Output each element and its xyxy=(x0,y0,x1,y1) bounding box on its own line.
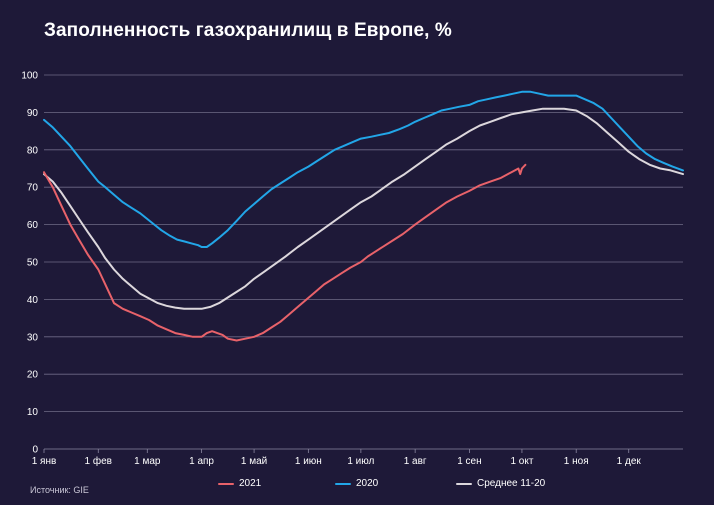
x-tick-label: 1 окт xyxy=(510,456,533,467)
x-tick-label: 1 фев xyxy=(85,455,112,467)
legend-swatch-2021 xyxy=(218,482,234,485)
y-tick-label: 30 xyxy=(27,332,39,343)
y-tick-label: 80 xyxy=(27,145,39,156)
grid-lines xyxy=(44,74,683,450)
x-tick-label: 1 май xyxy=(241,456,267,467)
legend-item-2021: 2021 xyxy=(218,478,261,489)
x-tick-label: 1 авг xyxy=(404,456,427,467)
x-tick-label: 1 апр xyxy=(189,456,214,467)
y-tick-label: 10 xyxy=(27,407,39,418)
legend-item-2020: 2020 xyxy=(335,478,378,489)
x-tick-label: 1 янв xyxy=(32,456,57,467)
x-axis-ticks: 1 янв 1 фев 1 мар 1 апр 1 май 1 июн 1 июл 1 авг… xyxy=(32,449,642,467)
legend-label-2021: 2021 xyxy=(239,478,262,489)
y-axis-ticks: 0 10 20 30 40 50 60 70 80 90 100 xyxy=(21,71,38,456)
legend-label-2020: 2020 xyxy=(356,478,379,489)
series-line-среднее-11-20 xyxy=(43,107,684,310)
chart-title: Заполненность газохранилищ в Европе, % xyxy=(44,20,452,41)
series-lines xyxy=(43,90,684,342)
y-tick-label: 70 xyxy=(27,183,39,194)
legend: 2021 2020 Среднее 11-20 xyxy=(0,478,714,494)
y-tick-label: 50 xyxy=(27,258,39,269)
legend-item-average: Среднее 11-20 xyxy=(456,478,545,489)
y-tick-label: 0 xyxy=(32,445,38,456)
series-line-2021 xyxy=(43,163,527,342)
source-note: Источник: GIE xyxy=(30,485,89,495)
y-tick-label: 40 xyxy=(27,295,39,306)
y-tick-label: 90 xyxy=(27,108,39,119)
x-tick-label: 1 дек xyxy=(617,456,642,467)
legend-swatch-2020 xyxy=(335,482,351,485)
x-tick-label: 1 июн xyxy=(295,456,322,467)
legend-label-average: Среднее 11-20 xyxy=(477,478,546,489)
x-tick-label: 1 июл xyxy=(347,456,374,467)
legend-swatch-average xyxy=(456,482,472,485)
y-tick-label: 60 xyxy=(27,220,39,231)
y-tick-label: 20 xyxy=(27,370,39,381)
x-tick-label: 1 мар xyxy=(134,456,161,467)
y-tick-label: 100 xyxy=(21,71,38,82)
x-tick-label: 1 ноя xyxy=(564,456,589,467)
series-line-2020 xyxy=(43,90,684,248)
x-tick-label: 1 сен xyxy=(457,456,481,467)
